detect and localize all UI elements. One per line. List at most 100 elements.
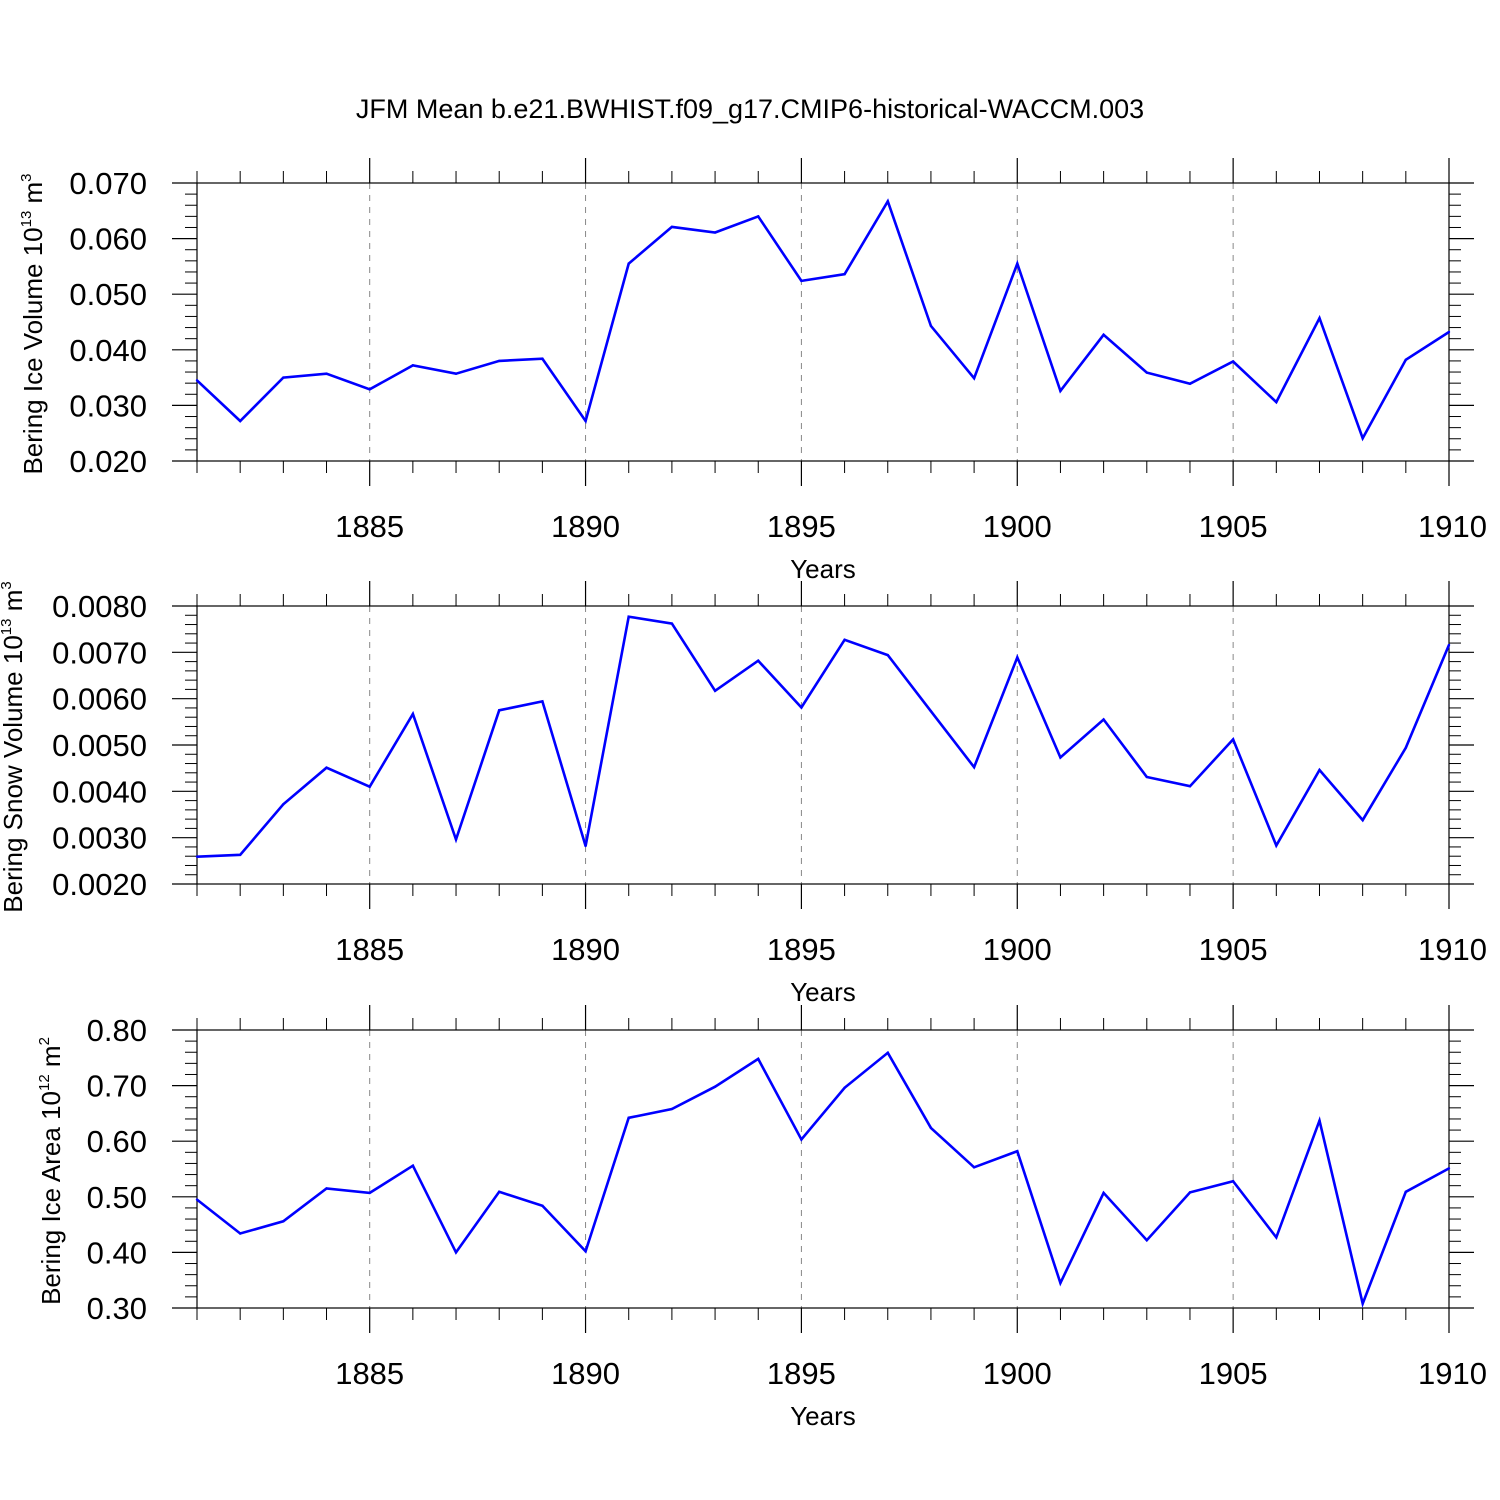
data-point: [325, 766, 328, 769]
data-point: [1231, 1180, 1235, 1183]
y-tick-label: 0.070: [69, 166, 147, 201]
data-point: [541, 1204, 544, 1207]
y-tick-label: 0.50: [87, 1180, 147, 1215]
data-point: [282, 376, 285, 379]
data-point: [627, 1116, 630, 1120]
data-point: [1231, 360, 1235, 363]
data-point: [929, 324, 933, 328]
y-tick-label: 0.0060: [52, 682, 147, 717]
x-tick-label: 1895: [767, 1356, 836, 1391]
data-point: [195, 855, 199, 858]
data-point: [713, 231, 717, 234]
data-point: [713, 1085, 717, 1088]
data-point: [1318, 1119, 1321, 1122]
data-point: [757, 215, 760, 218]
y-axis-label-exp: 13: [18, 211, 35, 228]
data-point: [411, 364, 415, 367]
data-point: [800, 1138, 803, 1141]
data-point: [1102, 1191, 1105, 1195]
x-tick-label: 1910: [1418, 932, 1487, 967]
y-tick-label: 0.060: [69, 222, 147, 257]
data-point: [498, 1190, 501, 1193]
data-point: [1361, 818, 1364, 822]
x-tick-label: 1885: [335, 1356, 404, 1391]
x-tick-label: 1895: [767, 932, 836, 967]
data-point: [282, 803, 285, 806]
data-point: [972, 1166, 976, 1169]
y-axis-label: Bering Ice Volume 1013 m3: [18, 173, 48, 474]
y-axis-label-unit: m: [18, 182, 48, 211]
data-point: [584, 419, 587, 423]
data-point: [1231, 738, 1235, 741]
data-point: [195, 1198, 199, 1201]
y-axis-label-base: Bering Ice Volume 10: [18, 227, 48, 474]
data-point: [972, 766, 976, 769]
y-tick-label: 0.30: [87, 1291, 147, 1326]
data-point: [929, 1126, 933, 1130]
x-tick-label: 1905: [1199, 1356, 1268, 1391]
data-point: [325, 372, 328, 375]
y-axis-label-exp: 12: [36, 1074, 53, 1091]
data-point: [541, 357, 544, 360]
y-tick-label: 0.030: [69, 388, 147, 423]
data-point: [584, 844, 587, 848]
data-point: [325, 1187, 328, 1190]
data-point: [1275, 400, 1278, 404]
data-point: [670, 622, 674, 625]
x-axis-label: Years: [790, 1401, 856, 1431]
data-point: [1102, 718, 1105, 721]
data-point: [1145, 775, 1148, 779]
data-point: [238, 1232, 242, 1235]
y-tick-label: 0.0030: [52, 821, 147, 856]
y-tick-label: 0.60: [87, 1124, 147, 1159]
y-axis-label-unit-exp: 3: [0, 581, 15, 589]
data-point: [843, 272, 846, 276]
data-point: [1275, 1236, 1278, 1239]
data-point: [1059, 1281, 1062, 1285]
x-tick-label: 1905: [1199, 509, 1268, 544]
y-axis-label-exp: 13: [0, 619, 15, 636]
x-tick-label: 1885: [335, 509, 404, 544]
data-point: [670, 1107, 674, 1111]
y-tick-label: 0.0020: [52, 867, 147, 902]
y-tick-label: 0.0070: [52, 635, 147, 670]
data-point: [541, 700, 544, 703]
y-axis-label-base: Bering Snow Volume 10: [0, 635, 28, 913]
y-tick-label: 0.020: [69, 444, 147, 479]
data-point: [454, 838, 458, 841]
data-point: [238, 853, 242, 857]
data-point: [1361, 1302, 1364, 1305]
data-point: [1275, 844, 1278, 847]
data-point: [1404, 746, 1408, 749]
series-line-ice-volume: [196, 198, 1450, 442]
y-axis-label-unit-exp: 3: [18, 173, 35, 181]
data-point: [713, 689, 717, 692]
x-tick-label: 1890: [551, 932, 620, 967]
plot-frame: [196, 605, 1450, 885]
data-point: [1102, 333, 1105, 336]
data-point: [757, 1057, 760, 1061]
data-point: [368, 1191, 371, 1195]
data-point: [1059, 756, 1062, 759]
data-point: [757, 659, 760, 662]
data-point: [972, 376, 976, 380]
data-point: [800, 279, 803, 283]
y-tick-label: 0.040: [69, 333, 147, 368]
x-tick-label: 1900: [983, 1356, 1052, 1391]
y-tick-label: 0.80: [87, 1013, 147, 1048]
y-tick-label: 0.0080: [52, 589, 147, 624]
data-point: [368, 785, 371, 788]
data-point: [627, 262, 630, 265]
data-point: [1404, 358, 1408, 362]
data-point: [282, 1220, 285, 1223]
data-point: [627, 615, 630, 618]
data-point: [1447, 330, 1451, 334]
data-point: [843, 638, 846, 642]
data-point: [929, 709, 933, 713]
y-tick-label: 0.40: [87, 1235, 147, 1270]
data-point: [411, 712, 415, 716]
y-axis-label-base: Bering Ice Area 10: [36, 1091, 66, 1305]
data-point: [454, 1251, 458, 1254]
